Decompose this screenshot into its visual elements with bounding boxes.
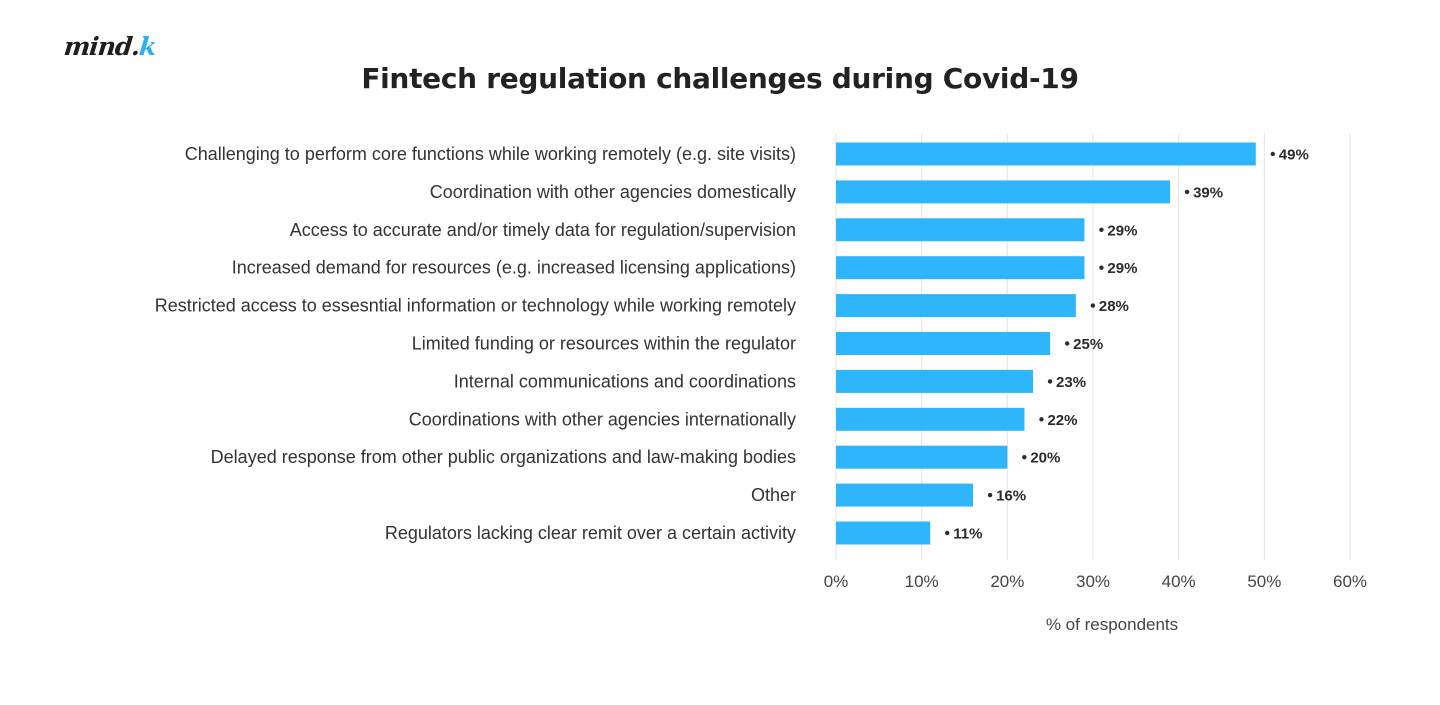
- value-bullet: [987, 492, 993, 498]
- x-tick-label: 0%: [824, 572, 849, 591]
- value-bullet: [1064, 341, 1070, 346]
- bar: [836, 369, 1034, 393]
- value-label: 11%: [953, 526, 982, 543]
- bar: [836, 407, 1025, 431]
- value-label: 20%: [1030, 450, 1060, 467]
- value-label: 25%: [1073, 336, 1103, 353]
- value-bullet: [1039, 417, 1044, 422]
- x-tick-label: 20%: [990, 572, 1024, 591]
- value-bullet: [1184, 189, 1190, 195]
- value-bullet: [1047, 379, 1053, 384]
- x-tick-label: 60%: [1333, 572, 1367, 591]
- category-label: Other: [751, 485, 796, 505]
- value-label: 29%: [1107, 260, 1137, 277]
- bar: [836, 332, 1051, 355]
- category-label: Access to accurate and/or timely data fo…: [290, 220, 796, 240]
- value-label: 22%: [1047, 412, 1077, 429]
- x-axis-ticks: 0% 10% 20% 30% 40% 50% 60%: [824, 572, 1367, 591]
- chart-title: Fintech regulation challenges during Cov…: [361, 62, 1079, 95]
- value-label: 29%: [1107, 222, 1137, 239]
- value-labels: 49% 39% 29% 29% 28% 25% 23% 22% 20% 16% 11%: [945, 147, 1309, 543]
- value-bullet: [1270, 151, 1275, 157]
- category-label: Regulators lacking clear remit over a ce…: [385, 523, 796, 543]
- value-label: 49%: [1279, 147, 1309, 164]
- category-label: Restricted access to essesntial informat…: [155, 296, 796, 316]
- bars: [836, 142, 1256, 545]
- category-label: Coordinations with other agencies intern…: [409, 409, 796, 429]
- value-label: 23%: [1056, 374, 1086, 391]
- category-label: Challenging to perform core functions wh…: [185, 144, 796, 164]
- value-bullet: [1022, 455, 1027, 460]
- category-label: Coordination with other agencies domesti…: [430, 182, 796, 202]
- value-bullet: [945, 530, 950, 536]
- x-axis-title: % of respondents: [1046, 615, 1178, 634]
- value-label: 16%: [996, 488, 1026, 505]
- value-label: 28%: [1099, 298, 1129, 315]
- category-label: Internal communications and coordination…: [454, 371, 796, 391]
- bar: [836, 180, 1171, 204]
- bar: [836, 142, 1256, 166]
- category-labels: Challenging to perform core functions wh…: [155, 144, 796, 543]
- value-bullet: [1099, 265, 1104, 270]
- value-bullet: [1090, 303, 1096, 308]
- x-tick-label: 40%: [1162, 572, 1196, 591]
- bar: [836, 256, 1085, 280]
- x-tick-label: 50%: [1247, 572, 1281, 591]
- category-label: Limited funding or resources within the …: [412, 334, 796, 354]
- bar: [836, 294, 1076, 318]
- x-tick-label: 10%: [905, 572, 939, 591]
- category-label: Increased demand for resources (e.g. inc…: [232, 258, 796, 278]
- bar: [836, 521, 931, 545]
- bar: [836, 483, 974, 507]
- category-label: Delayed response from other public organ…: [211, 447, 796, 467]
- bar: [836, 445, 1008, 469]
- value-bullet: [1099, 227, 1104, 232]
- x-tick-label: 30%: [1076, 572, 1110, 591]
- value-label: 39%: [1193, 184, 1223, 201]
- bar: [836, 218, 1085, 242]
